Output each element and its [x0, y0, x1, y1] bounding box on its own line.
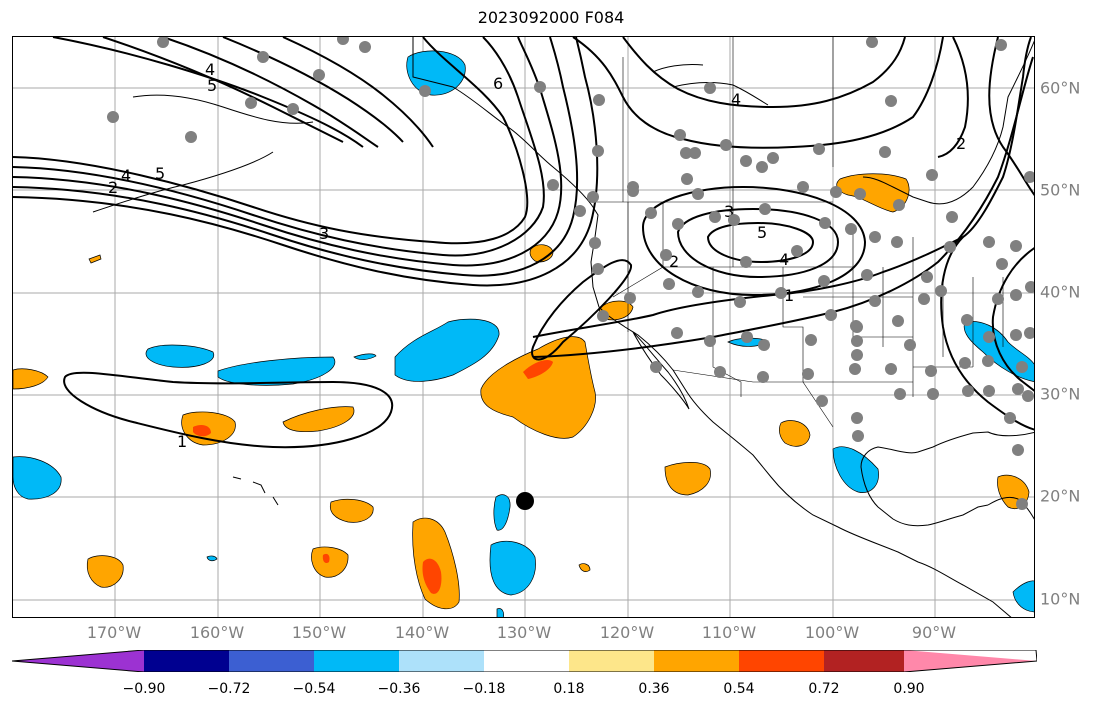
colorbar	[12, 650, 1037, 672]
strong-positive-anomaly-fills	[193, 360, 553, 594]
storm-position-marker	[516, 492, 534, 510]
contour-label: 6	[493, 74, 503, 93]
lon-label: 90°W	[911, 623, 957, 642]
coastlines	[92, 37, 1034, 617]
contour-label: 2	[669, 252, 679, 271]
colorbar-tick-label: −0.18	[462, 681, 506, 697]
lat-label: 60°N	[1040, 78, 1081, 98]
contour-label: 2	[956, 134, 966, 153]
colorbar-tick-label: −0.36	[377, 681, 421, 697]
lat-label: 30°N	[1040, 384, 1081, 404]
lon-label: 130°W	[496, 623, 552, 642]
contour-label: 5	[207, 76, 217, 95]
lon-label: 100°W	[804, 623, 860, 642]
map-panel: 4 5 6 2 4 5 3 3 5 4 2 1 1 2 4	[12, 36, 1035, 618]
contour-label: 4	[121, 166, 131, 185]
contour-label: 4	[779, 250, 789, 269]
contour-label: 4	[205, 60, 215, 79]
lon-label: 150°W	[291, 623, 347, 642]
contour-label: 2	[108, 178, 118, 197]
colorbar-segment	[229, 650, 314, 672]
lat-label: 20°N	[1040, 486, 1081, 506]
contour-label: 4	[731, 90, 741, 109]
station-dots	[107, 37, 1034, 510]
colorbar-tick-label: 0.18	[553, 681, 585, 697]
colorbar-segment	[399, 650, 484, 672]
contour-label: 1	[177, 432, 187, 451]
contour-label: 5	[757, 223, 767, 242]
lon-label: 140°W	[394, 623, 450, 642]
colorbar-tick-label: 0.72	[808, 681, 840, 697]
colorbar-segment	[314, 650, 399, 672]
contour-labels: 4 5 6 2 4 5 3 3 5 4 2 1 1 2 4	[108, 60, 966, 451]
lat-label: 50°N	[1040, 180, 1081, 200]
contour-label: 3	[319, 224, 329, 243]
lon-label: 120°W	[599, 623, 655, 642]
lon-label: 160°W	[189, 623, 245, 642]
colorbar-segment	[824, 650, 904, 672]
colorbar-tick-label: −0.54	[292, 681, 336, 697]
colorbar-tick-label: −0.90	[122, 681, 166, 697]
colorbar-outline	[12, 650, 1037, 672]
colorbar-segment	[144, 650, 229, 672]
colorbar-tick-label: 0.90	[893, 681, 925, 697]
colorbar-segment	[904, 650, 1037, 672]
colorbar-segment	[739, 650, 824, 672]
contour-label: 3	[724, 202, 734, 221]
gridlines	[13, 37, 1034, 617]
colorbar-segment	[569, 650, 654, 672]
colorbar-tick-label: −0.72	[207, 681, 251, 697]
colorbar-segment	[654, 650, 739, 672]
colorbar-segment	[12, 650, 144, 672]
negative-anomaly-fills	[13, 50, 1034, 617]
map-title: 2023092000 F084	[477, 8, 625, 27]
lon-label: 110°W	[701, 623, 757, 642]
contour-label: 5	[155, 164, 165, 183]
lat-label: 10°N	[1040, 589, 1081, 609]
lat-label: 40°N	[1040, 282, 1081, 302]
colorbar-tick-label: 0.54	[723, 681, 755, 697]
lon-label: 170°W	[86, 623, 142, 642]
contour-label: 1	[784, 286, 794, 305]
colorbar-tick-label: 0.36	[638, 681, 670, 697]
colorbar-segment	[484, 650, 569, 672]
